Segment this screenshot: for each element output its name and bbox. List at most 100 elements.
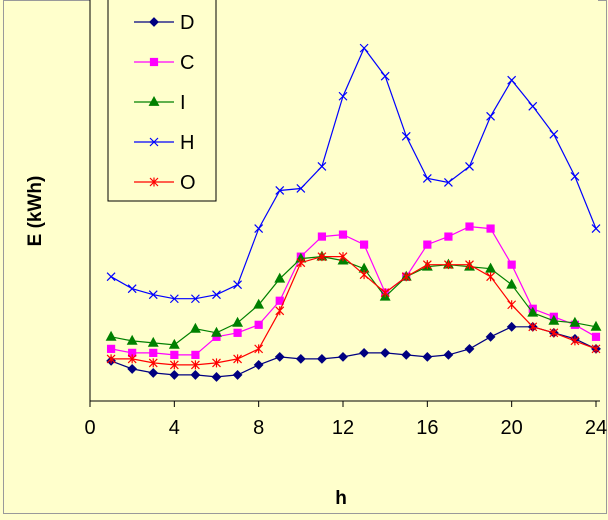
data-point-D (464, 343, 475, 354)
legend-label-C: C (180, 52, 194, 74)
data-point-O (338, 252, 348, 262)
data-point-O (528, 322, 538, 332)
data-point-O (317, 252, 327, 262)
data-point-C (507, 260, 516, 269)
data-point-I (527, 306, 539, 317)
data-point-O (443, 260, 453, 270)
data-point-H (401, 131, 411, 141)
legend-label-O: O (180, 172, 196, 194)
data-point-H (317, 161, 327, 171)
data-point-O (275, 306, 285, 316)
data-point-I (274, 272, 286, 283)
x-tick-label: 16 (416, 417, 438, 439)
data-point-H (148, 290, 158, 300)
data-point-D (127, 364, 138, 374)
data-point-D (506, 321, 517, 332)
legend-marker-I (148, 95, 160, 106)
data-point-D (211, 372, 222, 382)
data-point-O (380, 288, 390, 298)
data-point-C (317, 232, 327, 241)
data-point-C (591, 332, 601, 341)
data-point-C (486, 224, 495, 233)
data-point-H (443, 178, 453, 187)
legend-marker-C (149, 57, 159, 67)
data-point-I (548, 314, 560, 325)
legend-marker-O (149, 177, 159, 187)
data-point-O (591, 344, 601, 354)
legend-label-D: D (180, 12, 194, 34)
data-point-H (190, 294, 200, 304)
data-point-O (507, 300, 517, 310)
data-point-C (254, 320, 263, 329)
legend-item-C: C (134, 52, 194, 74)
data-point-H (528, 101, 538, 111)
data-point-C (275, 296, 284, 305)
data-point-C (191, 350, 200, 359)
data-point-H (212, 290, 221, 300)
data-point-D (338, 351, 348, 362)
data-point-O (359, 270, 369, 280)
data-point-H (233, 280, 243, 290)
data-point-H (338, 91, 348, 101)
data-point-D (253, 360, 264, 370)
data-point-H (507, 75, 517, 85)
data-point-H (422, 174, 432, 183)
data-point-C (465, 222, 474, 231)
data-point-C (170, 350, 179, 359)
data-point-O (486, 272, 496, 282)
x-tick-label: 4 (169, 417, 180, 439)
series-H (106, 43, 601, 304)
data-point-D (169, 370, 180, 380)
data-point-C (233, 328, 242, 337)
data-point-H (591, 224, 601, 233)
data-point-I (105, 330, 117, 341)
data-point-O (570, 336, 580, 346)
data-point-C (149, 348, 158, 357)
data-point-C (359, 240, 369, 249)
data-point-I (168, 338, 180, 349)
data-point-D (422, 351, 433, 362)
data-point-D (190, 370, 201, 380)
data-point-H (380, 71, 390, 81)
data-point-D (380, 347, 391, 358)
data-point-O (465, 260, 474, 270)
data-point-O (169, 360, 179, 370)
data-point-D (485, 331, 496, 342)
x-axis-title: h (335, 488, 347, 509)
series-O (106, 252, 601, 370)
data-point-H (127, 284, 137, 294)
data-point-H (254, 224, 264, 233)
data-point-C (444, 232, 453, 241)
data-point-D (148, 368, 159, 378)
axes: 0 4 8 12 16 20 24 (84, 0, 607, 439)
data-point-I (590, 320, 602, 331)
data-point-H (275, 186, 285, 195)
data-point-O (549, 328, 559, 338)
data-point-O (106, 354, 116, 364)
data-point-D (317, 353, 327, 364)
data-point-C (338, 230, 348, 239)
data-point-H (106, 272, 116, 282)
data-point-H (169, 294, 179, 304)
data-point-H (549, 129, 559, 139)
data-point-D (295, 353, 306, 364)
data-point-I (506, 278, 518, 289)
data-point-O (148, 358, 158, 368)
data-point-O (422, 260, 432, 270)
x-tick-label: 0 (84, 417, 95, 439)
data-point-O (212, 358, 221, 368)
data-point-H (486, 111, 496, 121)
series-layer (105, 43, 602, 382)
legend-item-H: H (134, 132, 194, 154)
x-tick-label: 8 (253, 417, 264, 439)
data-point-I (147, 336, 159, 347)
data-point-O (401, 272, 411, 282)
x-tick-label: 24 (585, 417, 607, 439)
series-I (105, 250, 602, 349)
data-point-C (106, 344, 116, 353)
legend-item-O: O (134, 172, 196, 194)
data-point-H (465, 161, 474, 171)
data-point-O (296, 258, 306, 268)
